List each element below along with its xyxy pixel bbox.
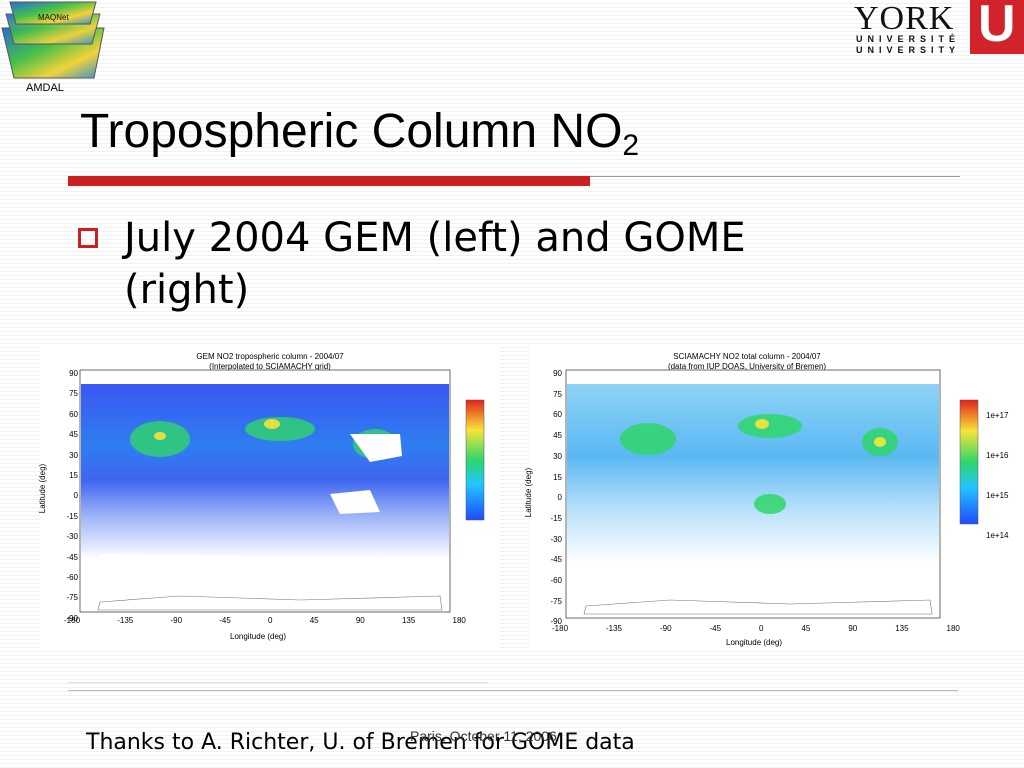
xtick-label: -45 xyxy=(219,616,231,625)
bullet-square-icon xyxy=(78,228,98,248)
ytick-label: 15 xyxy=(69,471,78,481)
ytick-label: -45 xyxy=(550,555,562,565)
ytick-label: -75 xyxy=(66,593,78,603)
ytick-label: -45 xyxy=(66,552,78,562)
amdal-caption: AMDAL xyxy=(26,82,64,94)
slide-title: Tropospheric Column NO2 xyxy=(80,104,639,163)
gome-ylabel: Latitude (deg) xyxy=(524,467,534,518)
footer-rule xyxy=(68,690,958,691)
gem-xtick-list: -180 -135 -90 -45 0 45 90 135 180 xyxy=(64,616,466,625)
gome-map-figure: SCIAMACHY NO2 total column - 2004/07 (da… xyxy=(524,344,1024,650)
xtick-label: -135 xyxy=(605,624,622,633)
gome-xtick-list: -180 -135 -90 -45 0 45 90 135 180 xyxy=(552,624,960,633)
york-line-universite: UNIVERSITÉ xyxy=(856,34,961,44)
york-line-university: UNIVERSITY xyxy=(856,45,961,55)
gem-xlabel: Longitude (deg) xyxy=(230,632,287,641)
colorbar-label: 1e+15 xyxy=(986,491,1009,500)
gem-map-title-1: GEM NO2 tropospheric column - 2004/07 xyxy=(196,352,344,361)
ytick-label: 60 xyxy=(69,409,78,419)
footer-rule-light xyxy=(68,682,488,683)
gem-ylabel: Latitude (deg) xyxy=(38,463,48,514)
ytick-label: -60 xyxy=(66,573,78,583)
ytick-label: 60 xyxy=(553,410,562,420)
ytick-label: 45 xyxy=(69,430,78,440)
slide-title-subscript: 2 xyxy=(622,129,640,162)
gem-map-title-2: (Interpolated to SCIAMACHY grid) xyxy=(209,362,331,371)
colorbar-label: 1e+17 xyxy=(986,411,1009,420)
ytick-label: -75 xyxy=(550,596,562,606)
ytick-label: 15 xyxy=(553,472,562,482)
slide-title-main: Tropospheric Column NO xyxy=(80,105,623,158)
ytick-label: 90 xyxy=(69,369,78,378)
xtick-label: -180 xyxy=(64,616,81,625)
ytick-label: -15 xyxy=(550,513,562,523)
ytick-label: -90 xyxy=(66,613,78,623)
ytick-label: 45 xyxy=(553,431,562,441)
xtick-label: -135 xyxy=(117,616,134,625)
xtick-label: 90 xyxy=(848,624,858,633)
xtick-label: -45 xyxy=(709,624,722,633)
acknowledgement-text: Thanks to A. Richter, U. of Bremen for G… xyxy=(86,730,635,755)
xtick-label: 135 xyxy=(895,624,909,633)
york-wordmark: YORK xyxy=(854,0,955,37)
xtick-label: -90 xyxy=(170,616,183,625)
xtick-label: 45 xyxy=(309,616,319,625)
colorbar-label: 1e+16 xyxy=(986,451,1009,460)
gome-ytick-list: 90 75 60 45 30 15 0 -15 -30 -45 -60 -75 … xyxy=(536,364,562,633)
xtick-label: 90 xyxy=(355,616,365,625)
ytick-label: 0 xyxy=(73,491,78,501)
gem-map-plot xyxy=(79,369,485,613)
title-rule-gray xyxy=(590,176,960,177)
ytick-label: 90 xyxy=(553,369,562,378)
amdal-logo-text: MAQNet xyxy=(38,13,69,22)
gome-colorbar-labels: 1e+17 1e+16 1e+15 1e+14 xyxy=(986,396,1008,556)
ytick-label: -30 xyxy=(66,532,78,542)
ytick-label: -15 xyxy=(66,511,78,521)
ytick-label: 75 xyxy=(553,389,562,399)
footer-date: Paris, October 11, 2006 xyxy=(410,728,557,744)
xtick-label: 180 xyxy=(452,616,466,625)
york-u-letter: U xyxy=(978,0,1016,53)
xtick-label: -90 xyxy=(659,624,672,633)
gome-map-title-2: (data from IUP DOAS, University of Breme… xyxy=(667,362,827,371)
gome-map-plot xyxy=(565,369,979,619)
ytick-label: 0 xyxy=(557,493,562,503)
xtick-label: 135 xyxy=(401,616,416,625)
xtick-label: 0 xyxy=(759,624,764,633)
xtick-label: -180 xyxy=(552,624,569,633)
ytick-label: -30 xyxy=(550,534,562,544)
xtick-label: 180 xyxy=(946,624,960,633)
colorbar-label: 1e+14 xyxy=(986,531,1009,540)
bullet-text: July 2004 GEM (left) and GOME (right) xyxy=(124,215,746,313)
ytick-label: 30 xyxy=(553,451,562,461)
gome-xlabel: Longitude (deg) xyxy=(726,638,783,647)
amdal-logo: MAQNet xyxy=(1,1,105,79)
ytick-label: -90 xyxy=(550,617,562,627)
ytick-label: 30 xyxy=(69,450,78,460)
york-u-block: U xyxy=(970,0,1024,54)
title-rule-red xyxy=(68,176,590,186)
york-logo: YORK UNIVERSITÉ UNIVERSITY U xyxy=(848,0,1024,58)
ytick-label: -60 xyxy=(550,576,562,586)
xtick-label: 45 xyxy=(801,624,811,633)
xtick-label: 0 xyxy=(268,616,273,625)
ytick-label: 75 xyxy=(69,389,78,399)
gem-map-figure: GEM NO2 tropospheric column - 2004/07 (I… xyxy=(38,344,500,650)
gem-ytick-list: 90 75 60 45 30 15 0 -15 -30 -45 -60 -75 … xyxy=(52,364,78,629)
gome-map-title-1: SCIAMACHY NO2 total column - 2004/07 xyxy=(673,352,821,361)
